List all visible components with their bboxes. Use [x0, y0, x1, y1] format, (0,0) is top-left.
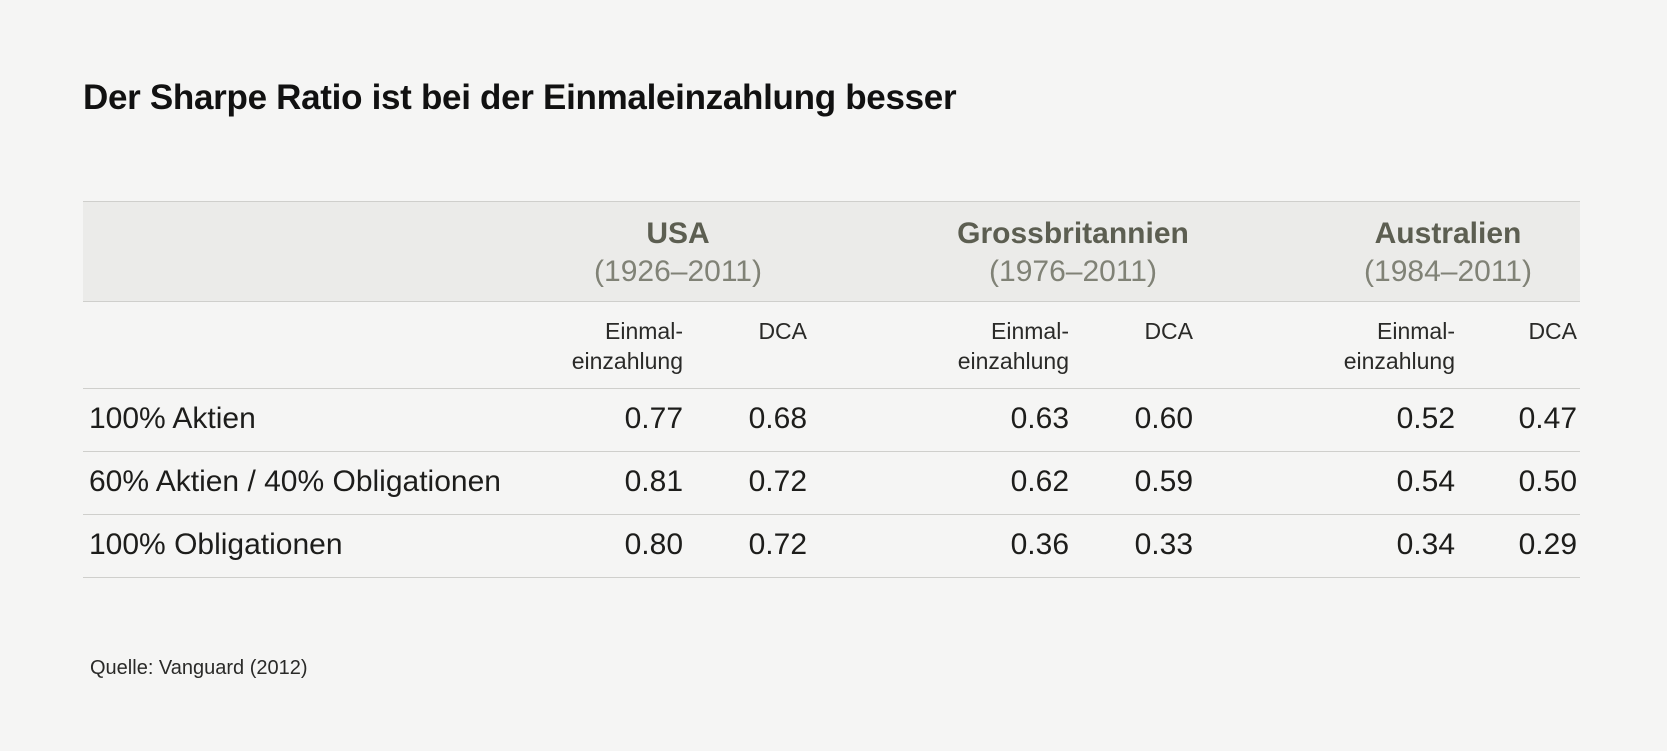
country-header-usa: USA (1926–2011) [553, 215, 803, 291]
subheader-lump-sum-usa: Einmal- einzahlung [553, 316, 683, 376]
subheader-lump-sum-australia: Einmal- einzahlung [1325, 316, 1455, 376]
value-cell: 0.34 [1396, 528, 1455, 561]
table-row: 100% Obligationen 0.80 0.72 0.36 0.33 0.… [83, 515, 1580, 578]
row-label: 100% Obligationen [89, 528, 343, 561]
country-period: (1976–2011) [989, 255, 1157, 288]
value-cell: 0.50 [1518, 465, 1577, 498]
table-subheader-row: Einmal- einzahlung DCA Einmal- einzahlun… [83, 302, 1580, 389]
table-row: 60% Aktien / 40% Obligationen 0.81 0.72 … [83, 452, 1580, 515]
page-title: Der Sharpe Ratio ist bei der Einmaleinza… [83, 78, 957, 117]
value-cell: 0.72 [748, 465, 807, 498]
sharpe-ratio-table: USA (1926–2011) Grossbritannien (1976–20… [83, 201, 1580, 578]
subheader-dca-australia: DCA [1528, 318, 1577, 344]
value-cell: 0.62 [1010, 465, 1069, 498]
row-label: 100% Aktien [89, 402, 256, 435]
value-cell: 0.29 [1518, 528, 1577, 561]
source-note: Quelle: Vanguard (2012) [90, 657, 308, 679]
table-row: 100% Aktien 0.77 0.68 0.63 0.60 0.52 0.4… [83, 389, 1580, 452]
subheader-dca-uk: DCA [1144, 318, 1193, 344]
country-period: (1984–2011) [1364, 255, 1532, 288]
country-header-australia: Australien (1984–2011) [1323, 215, 1573, 291]
subheader-lump-line1: Einmal- [1377, 318, 1455, 344]
country-period: (1926–2011) [594, 255, 762, 288]
value-cell: 0.60 [1134, 402, 1193, 435]
country-name: Australien [1374, 217, 1522, 250]
subheader-dca-usa: DCA [758, 318, 807, 344]
value-cell: 0.59 [1134, 465, 1193, 498]
value-cell: 0.33 [1134, 528, 1193, 561]
subheader-lump-line2: einzahlung [957, 348, 1069, 374]
value-cell: 0.68 [748, 402, 807, 435]
table-header-countries: USA (1926–2011) Grossbritannien (1976–20… [83, 201, 1580, 302]
country-name: Grossbritannien [957, 217, 1189, 250]
value-cell: 0.47 [1518, 402, 1577, 435]
value-cell: 0.80 [624, 528, 683, 561]
row-label: 60% Aktien / 40% Obligationen [89, 465, 501, 498]
value-cell: 0.54 [1396, 465, 1455, 498]
value-cell: 0.81 [624, 465, 683, 498]
value-cell: 0.36 [1010, 528, 1069, 561]
value-cell: 0.77 [624, 402, 683, 435]
value-cell: 0.72 [748, 528, 807, 561]
country-header-uk: Grossbritannien (1976–2011) [923, 215, 1223, 291]
subheader-lump-line1: Einmal- [605, 318, 683, 344]
value-cell: 0.63 [1010, 402, 1069, 435]
subheader-lump-line2: einzahlung [571, 348, 683, 374]
subheader-lump-sum-uk: Einmal- einzahlung [939, 316, 1069, 376]
subheader-lump-line1: Einmal- [991, 318, 1069, 344]
country-name: USA [646, 217, 710, 250]
value-cell: 0.52 [1396, 402, 1455, 435]
subheader-lump-line2: einzahlung [1343, 348, 1455, 374]
